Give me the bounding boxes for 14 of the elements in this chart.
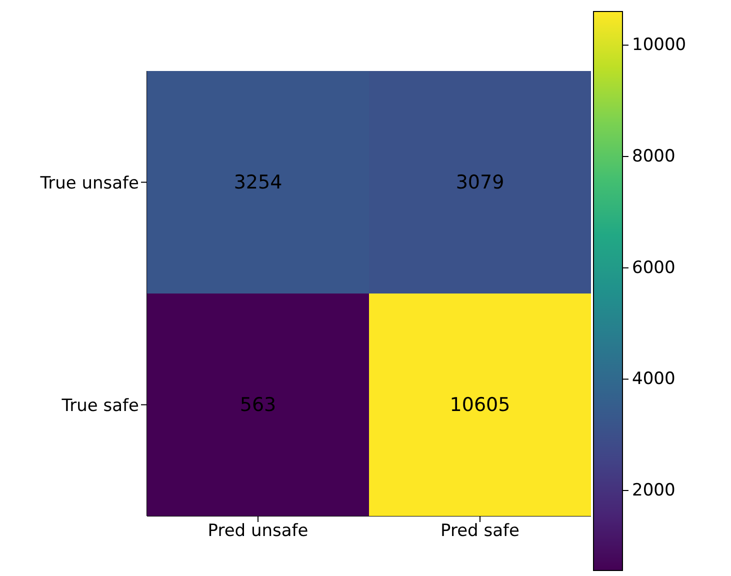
x-tick-label: Pred safe: [440, 521, 520, 542]
data-label: 3254: [234, 171, 282, 194]
color-bar-label: 10000: [632, 35, 686, 56]
color-bar-label: 2000: [632, 480, 676, 501]
y-tick-label: True safe: [60, 396, 139, 416]
color-bar-label: 4000: [632, 369, 676, 390]
data-label: 10605: [450, 394, 510, 416]
colorbar: 2000 4000 6000 8000 10000: [593, 11, 731, 572]
data-label: 563: [240, 394, 276, 416]
data-label: 3079: [456, 171, 504, 194]
x-tick-label: Pred unsafe: [208, 521, 308, 542]
color-bar-label: 8000: [632, 146, 676, 167]
y-tick-label: True unsafe: [39, 173, 139, 194]
color-bar-label: 6000: [632, 258, 676, 278]
